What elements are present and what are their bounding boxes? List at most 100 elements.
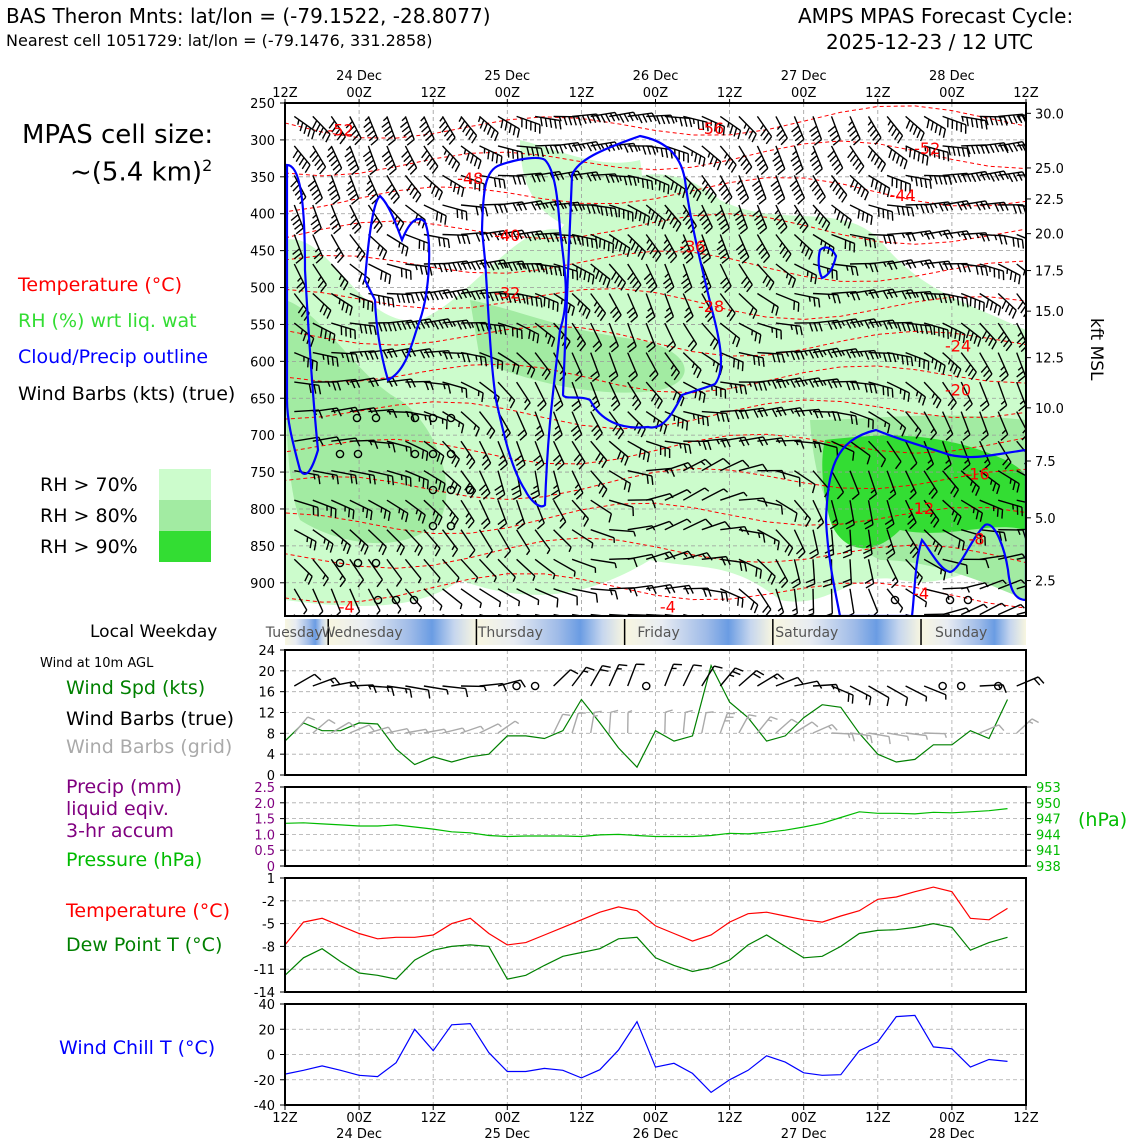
- wind-barb: [294, 381, 322, 395]
- wind-barb: [775, 263, 797, 288]
- wind-barb: [367, 558, 384, 588]
- wind-barb: [534, 588, 559, 608]
- wind-barb: [423, 174, 443, 201]
- wind-barb: [738, 669, 765, 687]
- wind-barb: [534, 115, 562, 130]
- wind-barb: [627, 322, 637, 353]
- weekday-segment: [476, 619, 625, 645]
- wind-barb: [460, 529, 476, 558]
- temperature-isotherm: [285, 105, 1026, 139]
- wind-barb: [755, 234, 771, 264]
- cloud-outline: [285, 163, 320, 476]
- wind-barb: [494, 470, 506, 501]
- y-tick-label: 0: [267, 769, 275, 784]
- wind-barb: [386, 263, 412, 280]
- wind-barb: [719, 263, 732, 294]
- wind-barb: [738, 407, 768, 418]
- wind-barb: [716, 234, 730, 264]
- bottom-tick-label: 12Z: [717, 1111, 743, 1126]
- wind-barb: [887, 204, 915, 217]
- wind-barb: [868, 204, 894, 221]
- wind-barb: [386, 292, 415, 304]
- temperature-isotherm: [285, 250, 1026, 282]
- y2-tick-label: 953: [1036, 781, 1061, 796]
- wind-barb: [400, 116, 415, 146]
- wind-barb: [368, 499, 391, 522]
- wind-barb: [701, 381, 727, 399]
- wind-barb: [979, 201, 1009, 212]
- wind-barb: [516, 115, 541, 134]
- wind-barb: [701, 174, 717, 204]
- wind-barb: [886, 470, 897, 501]
- y-tick-label: 1.0: [254, 828, 275, 843]
- wind-barb: [849, 410, 874, 430]
- wind-barb: [979, 352, 993, 382]
- y-tick-label: 8: [267, 727, 275, 742]
- top-tick-label: 00Z: [939, 86, 965, 101]
- wind-barb: [682, 664, 702, 687]
- pressure-tick-label: 800: [250, 503, 275, 518]
- wind-barb: [829, 174, 848, 203]
- wind-barb: [349, 558, 365, 588]
- wind-barb: [627, 381, 642, 411]
- wind-barb: [479, 723, 502, 734]
- wind-barb: [609, 174, 637, 186]
- temperature-label: -8: [969, 529, 985, 548]
- wind-barb: [571, 499, 590, 527]
- y-tick-label: 0: [267, 1049, 275, 1064]
- wind-barb: [478, 470, 491, 500]
- wind-barb: [775, 470, 801, 487]
- wind-barb: [997, 352, 1009, 382]
- wind-barb: [719, 115, 742, 140]
- wind-barb: [960, 352, 977, 380]
- temperature-label: -44: [889, 186, 915, 205]
- bottom-date-label: 24 Dec: [336, 1127, 382, 1140]
- wind-barb: [478, 440, 492, 471]
- wind-barb: [460, 145, 482, 170]
- wind-barb: [827, 116, 841, 146]
- wind-barb: [645, 174, 670, 195]
- wind-barb: [738, 436, 769, 447]
- wind-barb: [886, 145, 908, 170]
- wind-barb: [516, 230, 546, 242]
- pressure-tick-label: 350: [250, 171, 275, 186]
- wind-barb: [497, 720, 520, 734]
- wind-barb: [345, 116, 362, 146]
- wind-barb: [905, 203, 935, 214]
- temperature-isotherm: [285, 213, 1026, 245]
- y2-tick-label: 941: [1036, 844, 1061, 859]
- wind-barb: [421, 145, 439, 174]
- wind-barb: [515, 499, 526, 530]
- bottom-tick-label: 00Z: [939, 1111, 965, 1126]
- wind-barb: [327, 175, 341, 205]
- calm-marker: [945, 595, 955, 605]
- wind-barb: [831, 732, 855, 742]
- wind-barb: [312, 499, 337, 519]
- wind-barb: [868, 732, 891, 745]
- weekday-day-label: Wednesday: [322, 625, 403, 641]
- wind-barb: [886, 732, 910, 741]
- wind-barb: [497, 115, 521, 138]
- wind-barb: [608, 204, 634, 222]
- wind-barb: [775, 407, 806, 417]
- wind-barb: [924, 174, 953, 185]
- calm-marker: [353, 449, 363, 459]
- wind-barb: [405, 233, 430, 253]
- wind-barb: [405, 263, 433, 276]
- wind-barb: [516, 292, 543, 308]
- wind-barb: [845, 588, 855, 616]
- height-tick-label: 22.5: [1035, 193, 1064, 208]
- wind-barb: [645, 234, 662, 263]
- wind-barb: [645, 293, 656, 323]
- wind-barb: [738, 292, 758, 319]
- wind-barb: [1016, 528, 1026, 531]
- wind-barb: [793, 499, 812, 528]
- wind-barb: [979, 470, 1001, 495]
- wind-barb: [460, 558, 479, 583]
- wind-barb: [791, 116, 805, 146]
- wind-barb: [423, 685, 449, 695]
- wind-barb: [386, 499, 409, 523]
- temperature-label: -32: [494, 284, 520, 303]
- wind-barb: [479, 259, 509, 271]
- wind-barb: [423, 318, 454, 330]
